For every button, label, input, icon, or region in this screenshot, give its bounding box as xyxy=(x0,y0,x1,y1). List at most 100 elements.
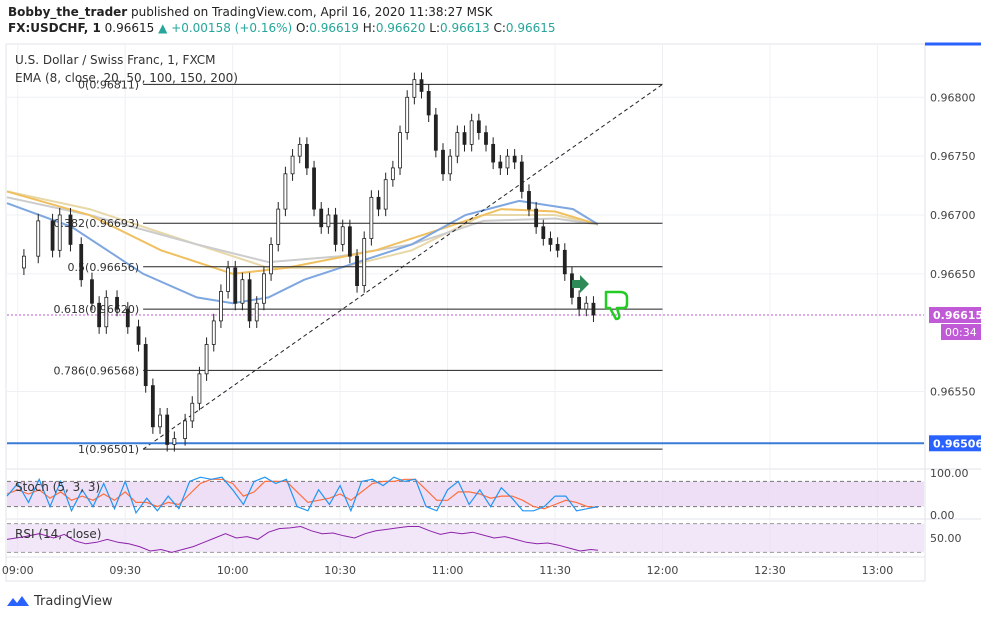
price-tick-label: 0.96550 xyxy=(930,386,976,399)
candle-down xyxy=(534,208,539,228)
candle-down xyxy=(333,214,338,245)
candle-down xyxy=(68,214,73,245)
tradingview-logo-icon xyxy=(7,596,29,606)
candle-down xyxy=(125,308,130,328)
symbol-label[interactable]: FX:USDCHF, 1 xyxy=(8,21,101,35)
rsi-label: RSI (14, close) xyxy=(15,527,101,541)
candle-up xyxy=(290,155,295,175)
oscillator-bands xyxy=(7,480,924,553)
candle-up xyxy=(57,214,62,251)
candle-down xyxy=(484,132,488,145)
publish-line: Bobby_the_trader published on TradingVie… xyxy=(8,4,978,20)
candle-up xyxy=(269,244,273,275)
legend-title: U.S. Dollar / Swiss Franc, 1, FXCM xyxy=(15,53,216,67)
candle-down xyxy=(476,120,481,134)
publish-info: published on TradingView.com, April 16, … xyxy=(131,5,493,19)
candle-down xyxy=(548,238,553,245)
candle-down xyxy=(562,249,567,275)
stoch-tick-label: 0.00 xyxy=(930,509,955,522)
rsi-line xyxy=(6,525,599,553)
candle-up xyxy=(362,238,367,286)
high-value: 0.96620 xyxy=(375,21,426,35)
chart-text: U.S. Dollar / Swiss Franc, 1, FXCM EMA (… xyxy=(15,53,238,541)
price-series xyxy=(7,72,924,452)
candle-down xyxy=(491,143,496,163)
candle-down xyxy=(165,414,170,445)
x-tick-label: 12:30 xyxy=(754,564,786,577)
fib-level-label: 0.5(0.96656) xyxy=(68,261,140,274)
candle-up xyxy=(104,296,109,328)
level-price-tag-text: 0.96506 xyxy=(933,437,983,450)
candle-up xyxy=(390,167,395,181)
x-tick-label: 09:30 xyxy=(109,564,141,577)
candle-up xyxy=(219,291,223,322)
candle-down xyxy=(462,132,467,145)
x-tick-label: 10:00 xyxy=(217,564,249,577)
candle-down xyxy=(50,220,55,251)
candle-up xyxy=(226,267,230,292)
x-tick-label: 10:30 xyxy=(324,564,356,577)
price-tick-label: 0.96800 xyxy=(930,91,976,104)
candle-up xyxy=(276,208,281,245)
candle-down xyxy=(426,91,431,116)
candle-down xyxy=(527,191,531,210)
price-tick-label: 0.96750 xyxy=(930,150,976,163)
last-price: 0.96615 xyxy=(104,21,155,35)
price-tags: 0.96615 00:34 0.96506 xyxy=(929,307,983,452)
candle-up xyxy=(172,438,177,445)
ema-line-ema-150 xyxy=(6,196,599,264)
candle-up xyxy=(398,132,402,169)
fibonacci-retracement[interactable]: 0(0.96811)0.382(0.96693)0.5(0.96656)0.61… xyxy=(54,78,663,456)
candle-down xyxy=(355,255,359,286)
stoch-label: Stoch (5, 3, 3) xyxy=(15,480,100,494)
candle-up xyxy=(183,420,188,439)
current-price-tag-text: 0.96615 xyxy=(933,309,983,322)
candle-down xyxy=(541,226,546,239)
candle-up xyxy=(297,143,302,157)
countdown-tag xyxy=(941,324,981,341)
fib-level-label: 0(0.96811) xyxy=(78,78,139,91)
candle-up xyxy=(505,155,510,169)
x-tick-label: 12:00 xyxy=(647,564,679,577)
price-tick-label: 0.96650 xyxy=(930,268,976,281)
close-value: 0.96615 xyxy=(505,21,556,35)
candle-up xyxy=(197,373,202,404)
x-tick-label: 11:00 xyxy=(432,564,464,577)
candle-up xyxy=(22,255,26,269)
symbol-line: FX:USDCHF, 1 0.96615 ▲ +0.00158 (+0.16%)… xyxy=(8,20,978,36)
candle-down xyxy=(347,226,352,257)
open-value: 0.96619 xyxy=(309,21,359,35)
candle-up xyxy=(36,220,41,257)
stoch-d-line xyxy=(6,478,599,510)
fib-trendline xyxy=(142,83,663,450)
rsi-band xyxy=(7,523,924,553)
rsi-tick-label: 50.00 xyxy=(930,532,962,545)
candle-down xyxy=(115,296,119,310)
author-name[interactable]: Bobby_the_trader xyxy=(8,5,128,19)
candle-up xyxy=(383,179,388,210)
up-triangle-icon: ▲ xyxy=(158,21,168,35)
candle-down xyxy=(376,196,381,210)
axes: 09:00 09:30 10:00 10:30 11:00 11:30 12:00 12:30… xyxy=(2,91,976,577)
candle-down xyxy=(433,114,438,151)
price-change: +0.00158 (+0.16%) xyxy=(171,21,293,35)
candle-up xyxy=(158,414,162,428)
high-label: H: xyxy=(362,21,376,35)
candle-down xyxy=(143,344,148,387)
candle-down xyxy=(555,244,560,251)
candle-down xyxy=(419,79,424,92)
candle-up xyxy=(469,120,474,145)
candle-up xyxy=(211,320,216,345)
current-price-tag xyxy=(929,307,981,324)
brand-name[interactable]: TradingView xyxy=(34,593,113,609)
candle-up xyxy=(455,132,460,157)
stoch-k-line xyxy=(6,476,599,515)
x-tick-label: 11:30 xyxy=(539,564,571,577)
oscillator-lines xyxy=(6,476,599,553)
footer: TradingView xyxy=(6,591,113,611)
fib-level-label: 1(0.96501) xyxy=(78,443,139,456)
candle-up xyxy=(369,196,374,239)
chart-canvas[interactable]: 0(0.96811)0.382(0.96693)0.5(0.96656)0.61… xyxy=(0,0,988,590)
candle-down xyxy=(90,279,94,304)
ema-line-ema-20 xyxy=(6,199,599,305)
